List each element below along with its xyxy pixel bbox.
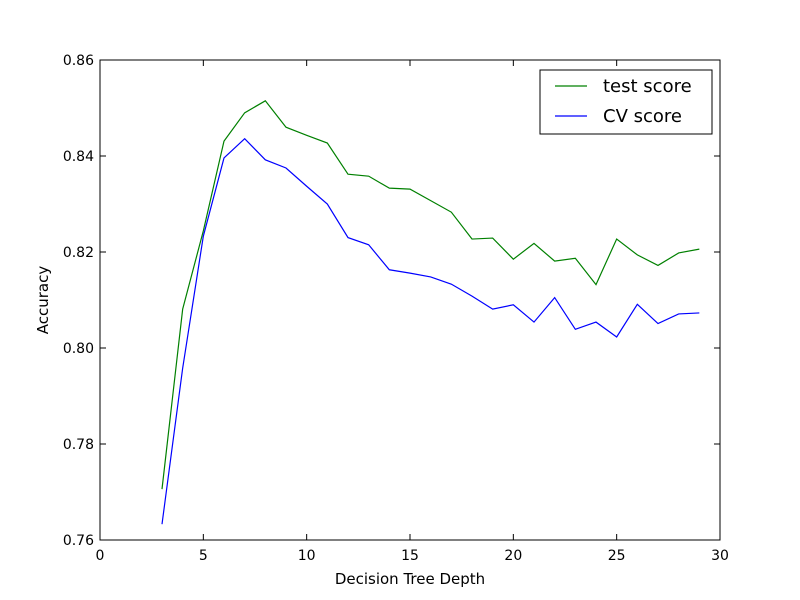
y-tick-label: 0.78 [63, 437, 94, 453]
x-tick-label: 30 [711, 548, 729, 564]
legend-label-cv-score: CV score [603, 106, 682, 127]
x-tick-label: 0 [96, 548, 105, 564]
series-line-cv-score [161, 137, 700, 525]
y-tick-label: 0.76 [63, 533, 94, 549]
y-tick-label: 0.82 [63, 245, 94, 261]
y-tick-label: 0.84 [63, 149, 94, 165]
x-axis-label: Decision Tree Depth [335, 570, 485, 588]
y-axis-label: Accuracy [34, 266, 52, 335]
legend-label-test-score: test score [603, 76, 692, 97]
series-line-test-score [161, 100, 700, 490]
ticks-layer: 0 5 10 15 20 25 30 0.76 0.78 0.80 0.82 0.84 0.86 [63, 53, 729, 564]
x-tick-label: 15 [401, 548, 419, 564]
legend-box [539, 69, 713, 135]
series-layer [161, 100, 700, 525]
x-tick-label: 5 [199, 548, 208, 564]
y-tick-label: 0.80 [63, 341, 94, 357]
y-tick-label: 0.86 [63, 53, 94, 69]
x-tick-label: 25 [608, 548, 626, 564]
x-tick-label: 10 [298, 548, 316, 564]
x-tick-label: 20 [504, 548, 522, 564]
legend: test score CV score [539, 69, 713, 135]
